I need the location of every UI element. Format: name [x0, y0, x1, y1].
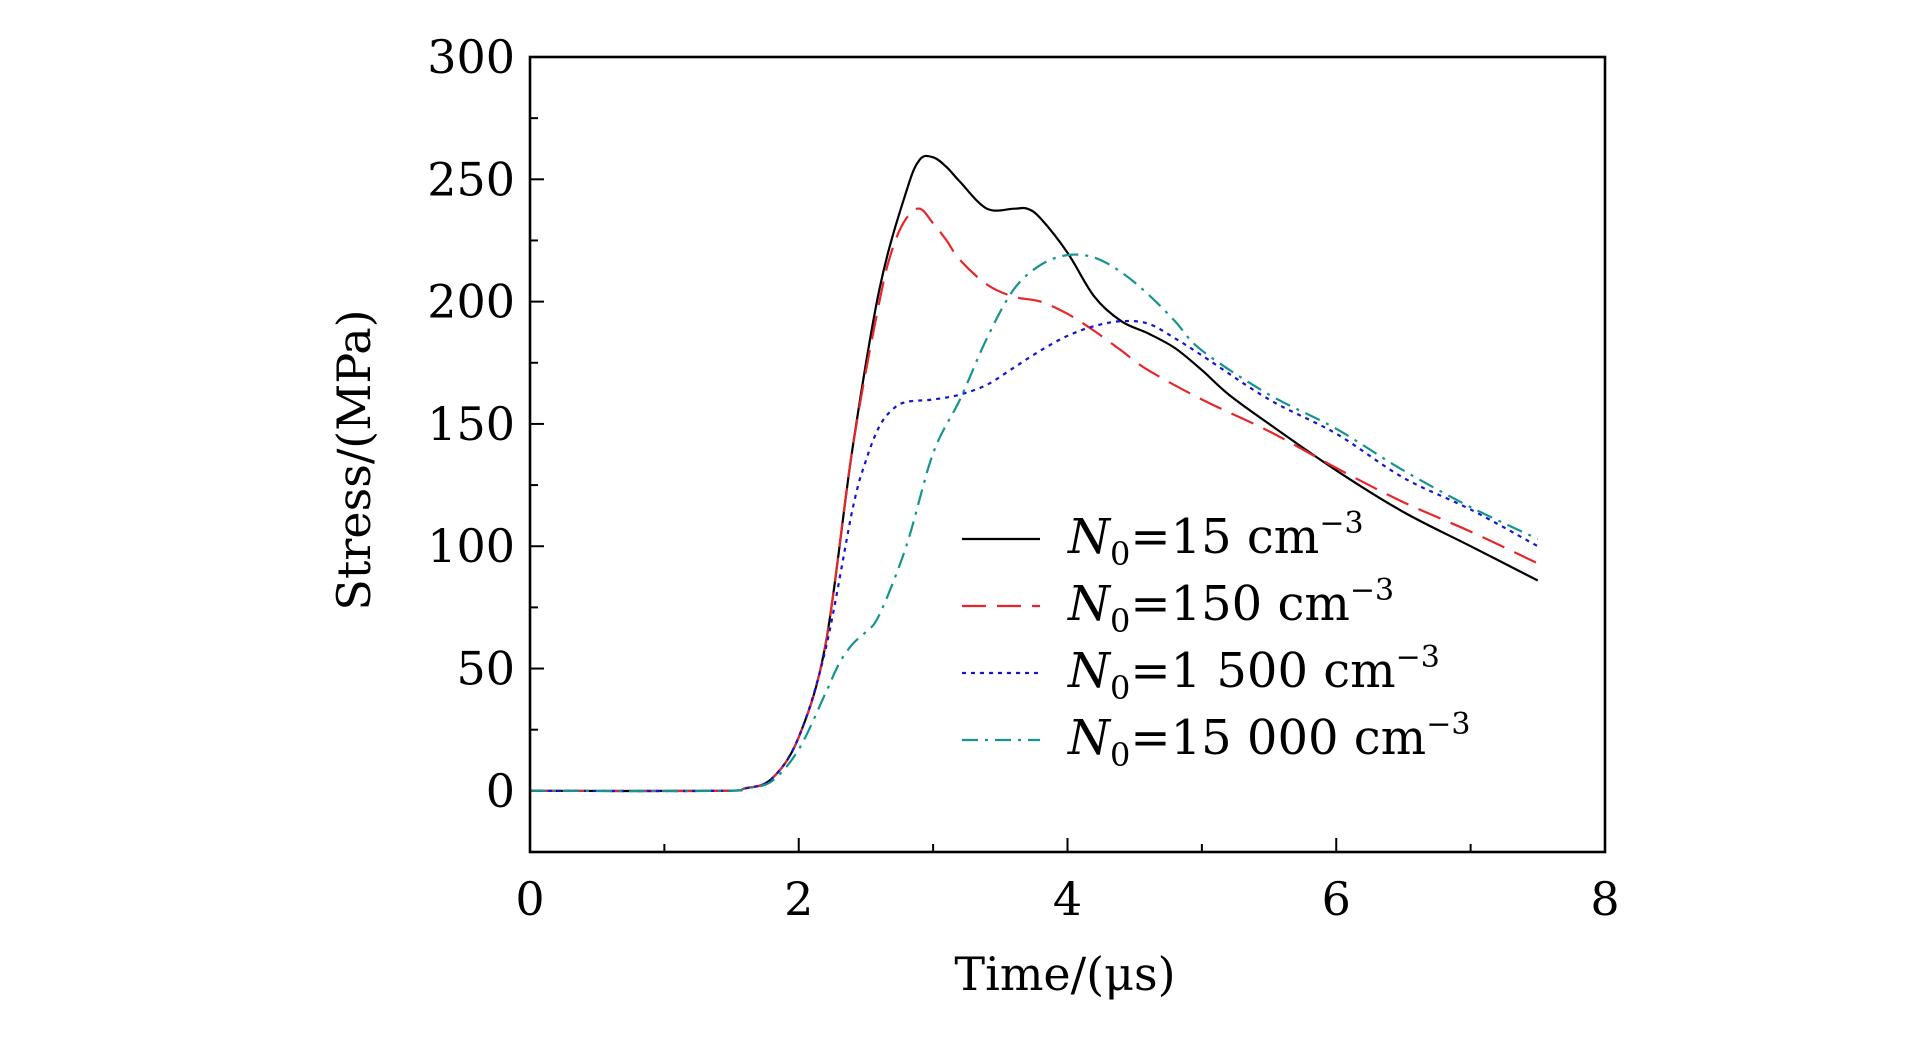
series-line-4 — [529, 253, 1539, 793]
y-tick-label: 200 — [427, 275, 515, 329]
x-tick-label: 4 — [1053, 872, 1082, 926]
x-tick-label: 6 — [1322, 872, 1351, 926]
y-tick-label: 100 — [427, 519, 515, 573]
y-tick-label: 250 — [427, 152, 515, 206]
legend-label-3: N0=1 500 cm−3 — [1067, 640, 1440, 707]
x-tick-label: 8 — [1590, 872, 1619, 926]
data-series — [529, 154, 1539, 793]
y-tick-label: 150 — [427, 397, 515, 451]
x-axis-title: Time/(μs) — [954, 947, 1175, 1001]
plot-frame — [528, 55, 1607, 854]
series-line-3 — [529, 319, 1539, 793]
legend: N0=15 cm−3N0=150 cm−3N0=1 500 cm−3N0=15 … — [962, 506, 1470, 774]
y-axis-title: Stress/(MPa) — [327, 309, 381, 610]
tick-labels: 0 2 4 6 8 0 50 100 150 200 250 300 — [427, 30, 1619, 926]
y-tick-label: 0 — [486, 764, 515, 818]
x-tick-label: 2 — [784, 872, 813, 926]
y-tick-label: 50 — [456, 642, 515, 696]
series-line-2 — [529, 207, 1539, 793]
legend-label-4: N0=15 000 cm−3 — [1067, 707, 1470, 774]
legend-label-1: N0=15 cm−3 — [1067, 506, 1364, 573]
x-tick-label: 0 — [515, 872, 544, 926]
legend-label-2: N0=150 cm−3 — [1067, 573, 1394, 640]
y-tick-label: 300 — [427, 30, 515, 84]
